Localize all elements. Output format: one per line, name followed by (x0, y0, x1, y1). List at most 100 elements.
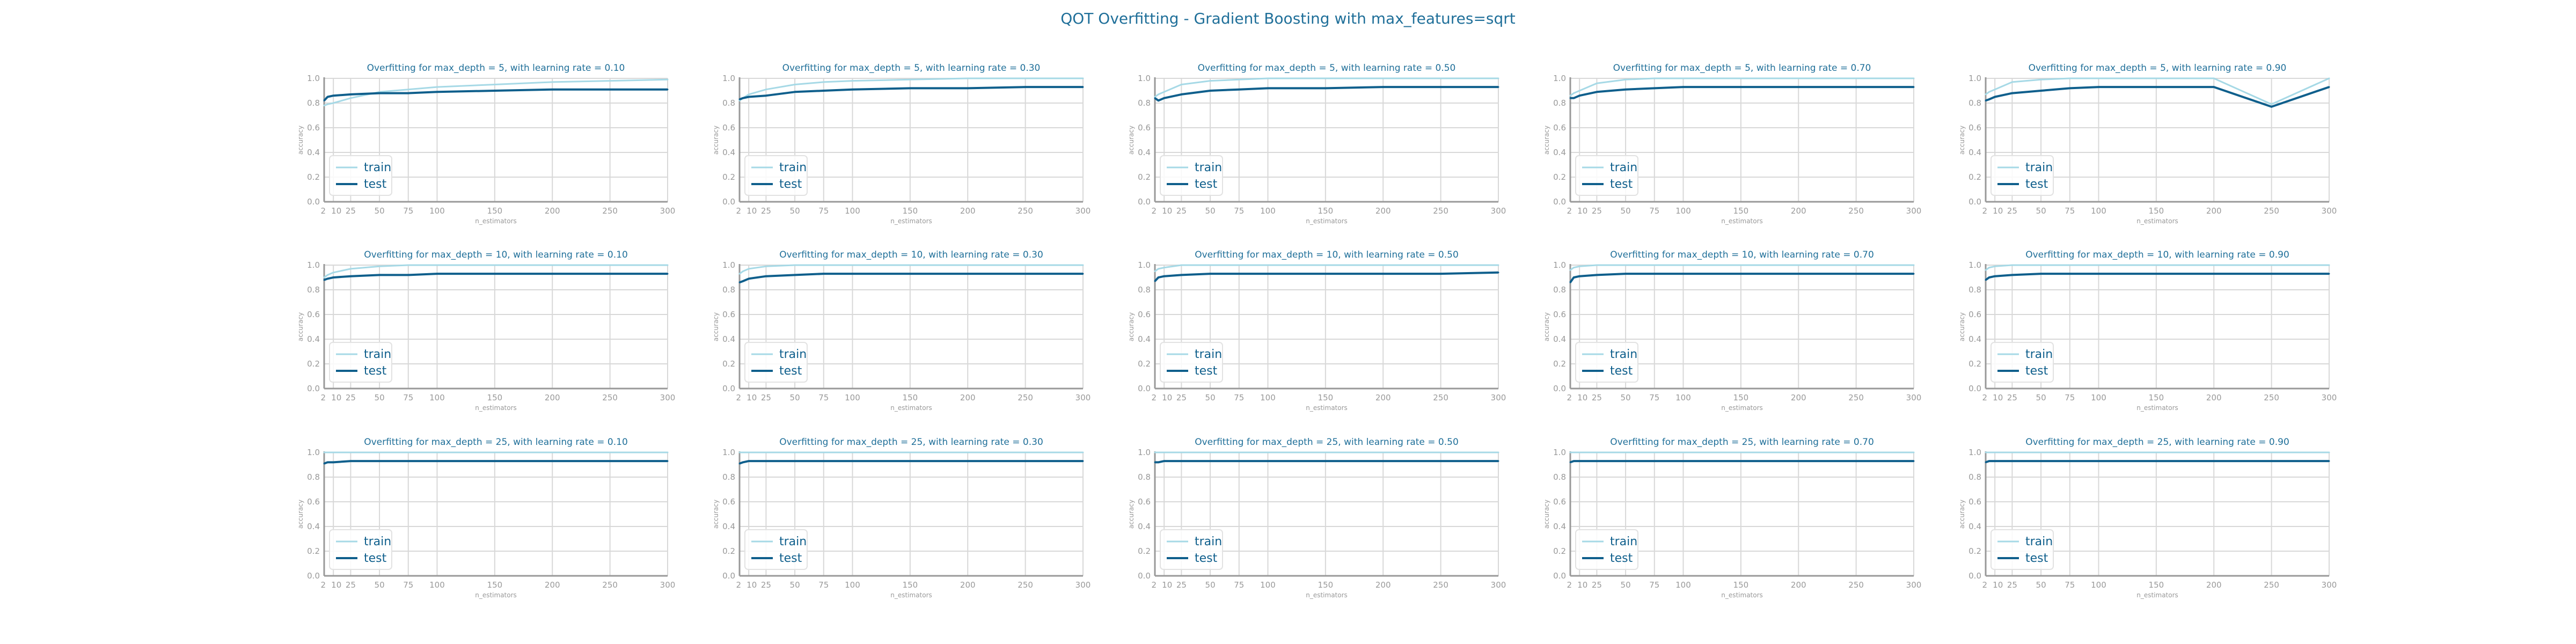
data-point-train (2069, 77, 2071, 79)
x-tick-label: 200 (960, 580, 976, 590)
y-axis-label: accuracy (1958, 312, 1966, 341)
x-tick-label: 25 (346, 580, 356, 590)
subplot-title: Overfitting for max_depth = 5, with lear… (782, 63, 1041, 74)
data-point-test (909, 273, 911, 275)
x-tick-label: 150 (2149, 206, 2164, 216)
data-point-train (2011, 264, 2013, 266)
data-point-test (1988, 460, 1990, 462)
x-tick-label: 2 (1982, 580, 1987, 590)
series-line-test (1570, 86, 1914, 99)
data-point-train (407, 264, 409, 266)
data-point-train (2155, 264, 2157, 266)
data-point-test (609, 273, 611, 275)
data-point-test (1624, 460, 1627, 462)
x-axis-label: n_estimators (2136, 217, 2178, 225)
x-tick-label: 75 (403, 580, 413, 590)
x-tick-label: 2 (320, 206, 326, 216)
y-tick-label: 1.0 (307, 74, 320, 83)
data-point-train (1440, 451, 1442, 453)
data-point-test (1440, 460, 1442, 462)
subplot-title: Overfitting for max_depth = 10, with lea… (1610, 250, 1874, 260)
y-tick-label: 0.0 (1968, 571, 1981, 581)
data-point-test (1497, 86, 1499, 88)
data-point-train (1985, 93, 1987, 96)
data-point-test (1653, 460, 1656, 462)
data-point-train (2011, 81, 2013, 83)
legend: train test (744, 342, 808, 383)
x-axis-label: n_estimators (1721, 591, 1763, 599)
data-point-train (551, 264, 553, 266)
x-tick-label: 2 (1151, 206, 1157, 216)
subplot-13: 0.0 0.2 0.4 0.6 0.8 1.0 2 10 25 50 75 100 150 200 250 3… (1128, 437, 1506, 599)
x-tick-label: 2 (1567, 393, 1572, 402)
x-tick-label: 100 (845, 580, 860, 590)
x-tick-label: 150 (1318, 206, 1334, 216)
data-point-train (494, 264, 496, 266)
x-tick-label: 50 (1621, 206, 1631, 216)
data-point-train (2328, 264, 2330, 266)
data-point-test (1180, 460, 1182, 462)
legend-label-train: train (779, 535, 807, 548)
x-tick-label: 300 (1906, 206, 1922, 216)
data-point-test (851, 273, 853, 275)
x-tick-label: 50 (2036, 393, 2046, 402)
y-tick-label: 0.6 (1138, 497, 1151, 507)
data-point-test (609, 460, 611, 462)
data-point-test (851, 460, 853, 462)
y-tick-label: 0.0 (722, 197, 735, 207)
data-point-train (378, 451, 380, 453)
data-point-train (349, 268, 352, 270)
y-tick-label: 0.4 (722, 334, 735, 344)
data-point-test (407, 274, 409, 276)
x-tick-label: 25 (346, 206, 356, 216)
x-tick-label: 10 (1577, 206, 1587, 216)
data-point-train (667, 264, 669, 266)
data-point-test (794, 460, 796, 462)
data-point-test (2328, 460, 2330, 462)
data-point-test (1238, 89, 1240, 91)
x-tick-label: 10 (1993, 206, 2003, 216)
data-point-test (667, 460, 669, 462)
y-tick-label: 0.6 (722, 123, 735, 133)
x-tick-label: 150 (1733, 393, 1749, 402)
x-tick-label: 300 (660, 580, 676, 590)
legend-label-train: train (1195, 535, 1222, 548)
x-tick-label: 200 (1375, 206, 1391, 216)
y-tick-label: 0.2 (307, 359, 320, 369)
y-tick-label: 0.4 (1138, 148, 1151, 157)
data-point-test (494, 273, 496, 275)
x-tick-label: 100 (1260, 206, 1276, 216)
y-tick-label: 0.8 (307, 285, 320, 295)
series-line-train (1570, 264, 1914, 271)
x-tick-label: 50 (790, 393, 800, 402)
y-tick-label: 0.8 (722, 285, 735, 295)
data-point-train (1569, 451, 1571, 453)
legend: train test (1990, 529, 2054, 570)
legend: train test (329, 529, 392, 570)
data-point-train (1682, 451, 1684, 453)
data-point-test (436, 273, 438, 275)
data-point-test (1154, 280, 1156, 282)
data-point-test (2271, 106, 2273, 108)
legend-label-test: test (364, 552, 387, 565)
data-point-train (609, 80, 611, 82)
x-tick-label: 10 (1162, 206, 1172, 216)
series-line-test (1155, 460, 1498, 464)
x-tick-label: 50 (790, 206, 800, 216)
subplot-5: 0.0 0.2 0.4 0.6 0.8 1.0 2 10 25 50 75 100 150 200 250 3… (1958, 63, 2337, 225)
data-point-train (1797, 451, 1799, 453)
data-point-train (967, 451, 969, 453)
subplot-12: 0.0 0.2 0.4 0.6 0.8 1.0 2 10 25 50 75 100 150 200 250 3… (712, 437, 1091, 599)
x-tick-label: 300 (660, 206, 676, 216)
x-tick-label: 25 (1176, 206, 1187, 216)
y-axis-label: accuracy (1958, 126, 1966, 155)
y-axis-label: accuracy (712, 500, 720, 529)
data-point-test (1497, 460, 1499, 462)
y-tick-label: 0.6 (722, 497, 735, 507)
x-tick-label: 50 (790, 580, 800, 590)
x-axis-label: n_estimators (1306, 404, 1348, 412)
x-axis-label: n_estimators (475, 591, 517, 599)
legend: train test (744, 529, 808, 570)
data-point-test (1985, 461, 1987, 463)
x-tick-label: 10 (331, 580, 341, 590)
